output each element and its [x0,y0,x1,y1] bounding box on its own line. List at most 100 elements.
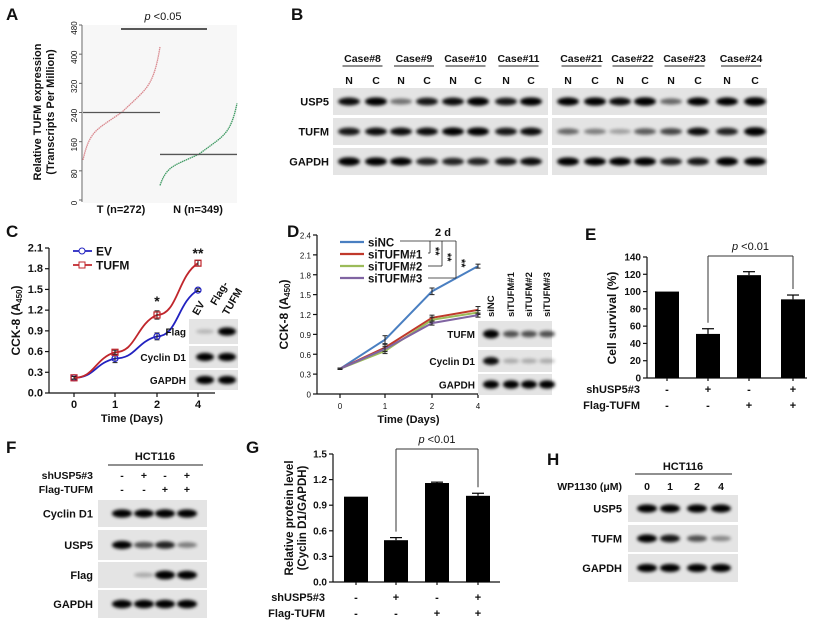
blot-row-label: Cyclin D1 [429,357,475,368]
p-value: <0.05 [154,11,182,23]
case-label: Case#8 [344,53,381,65]
p-symbol: p [143,11,153,23]
series-line-0 [73,289,199,379]
x-tick-label: 2 [154,399,160,411]
x-tick-label: 4 [476,402,481,411]
significance-label: p <0.05 [143,11,181,23]
condition-mark: + [705,384,711,396]
legend-label: EV [96,245,112,259]
y-tick-label: 0.3 [300,371,312,380]
y-tick-label: 60 [630,322,642,333]
lane-label: N [449,75,457,87]
protein-band [155,541,175,549]
protein-band [155,599,175,609]
protein-band [112,509,132,518]
y-axis-label: Cell survival (%) [605,272,619,365]
case-label: Case#24 [720,53,763,65]
protein-band [521,358,537,364]
dose-value: 4 [718,481,724,493]
significance-star: * [154,293,160,309]
protein-band [609,128,631,135]
bar [425,483,449,582]
y-tick-label: 320 [70,79,79,93]
protein-band [503,358,519,364]
condition-mark: - [394,608,398,620]
lane-label: siNC [486,295,497,317]
x-axis-label: Time (Days) [377,414,439,426]
protein-band [365,157,387,166]
protein-band [390,157,412,166]
protein-band [134,599,154,609]
panel-label-h: H [547,450,559,469]
data-point [194,286,202,294]
protein-band [177,542,197,548]
y-tick-label: 1.5 [300,291,312,300]
protein-band [416,157,438,166]
protein-band [744,157,766,166]
protein-band [584,157,606,166]
protein-band [338,127,360,136]
panel-label-g: G [246,438,259,457]
blot-row-label: USP5 [64,540,93,552]
blot-row-label: GAPDH [439,381,475,392]
protein-band [687,97,709,106]
series-line-3 [339,314,479,370]
significance-label: p <0.01 [731,241,769,253]
protein-band [634,128,656,135]
blot-row-label: TUFM [591,534,622,546]
significance-label: p <0.01 [417,434,455,446]
y-tick-label: 1.5 [313,450,327,461]
y-tick-label: 0 [635,374,641,385]
dose-value: 1 [667,481,673,493]
protein-band [467,97,489,106]
protein-band [716,157,738,166]
protein-band [503,330,519,338]
protein-band [557,97,579,106]
group-label: N (n=349) [173,204,223,216]
x-axis-label: Time (Days) [101,413,163,425]
blot-row-label: TUFM [298,127,329,139]
protein-band [521,380,537,389]
lane-label: N [616,75,624,87]
blot-row-label: Flag [165,328,186,339]
protein-band [495,97,517,106]
protein-band [539,380,555,389]
protein-band [744,127,766,136]
condition-mark: + [184,484,190,496]
protein-band [744,97,766,106]
y-tick-label: 0.9 [313,501,327,512]
protein-band [660,128,682,135]
lane-label: siTUFM#3 [542,272,553,317]
protein-band [442,127,464,136]
condition-mark: - [665,384,669,396]
protein-band [196,329,214,334]
protein-band [495,157,517,166]
y-tick-label: 140 [624,253,641,264]
significance-star: ** [441,253,453,262]
series-line-1 [73,262,199,379]
protein-band [687,504,707,513]
condition-mark: + [475,592,481,604]
protein-band [218,375,236,385]
cell-line-label: HCT116 [663,461,703,473]
blot-row-label: USP5 [593,504,622,516]
y-axis-label: CCK-8 (A450) [277,279,292,349]
blot-row-label: GAPDH [150,376,186,387]
protein-band [218,352,236,362]
protein-band [196,375,214,385]
protein-band [416,97,438,106]
protein-band [483,329,499,339]
y-axis-label: (Cyclin D1/GAPDH) [297,465,309,570]
y-tick-label: 0.9 [300,331,312,340]
protein-band [338,97,360,106]
y-axis-label: (Transcripts Per Million) [45,49,57,175]
blot-row-label: USP5 [300,97,329,109]
protein-band [177,599,197,609]
protein-band [134,572,154,578]
y-axis-label-part: CCK-8 (A [9,303,23,356]
protein-band [539,358,555,364]
y-tick-label: 160 [70,137,79,151]
y-tick-label: 0.6 [313,526,327,537]
condition-mark: + [184,470,190,482]
